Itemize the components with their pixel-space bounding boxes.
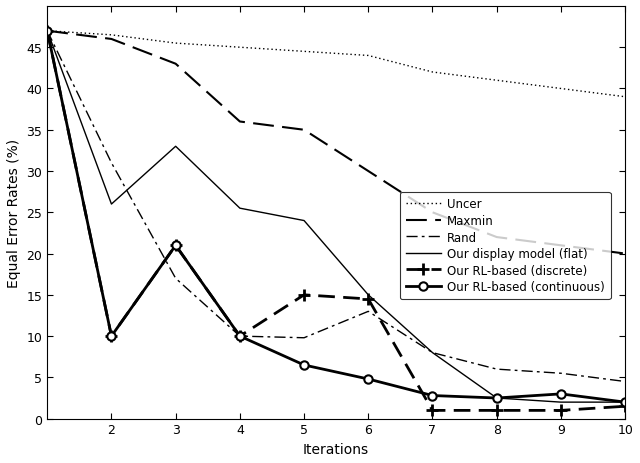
X-axis label: Iterations: Iterations (303, 442, 369, 456)
Legend: Uncer, Maxmin, Rand, Our display model (flat), Our RL-based (discrete), Our RL-b: Uncer, Maxmin, Rand, Our display model (… (399, 192, 611, 300)
Y-axis label: Equal Error Rates (%): Equal Error Rates (%) (7, 138, 21, 287)
